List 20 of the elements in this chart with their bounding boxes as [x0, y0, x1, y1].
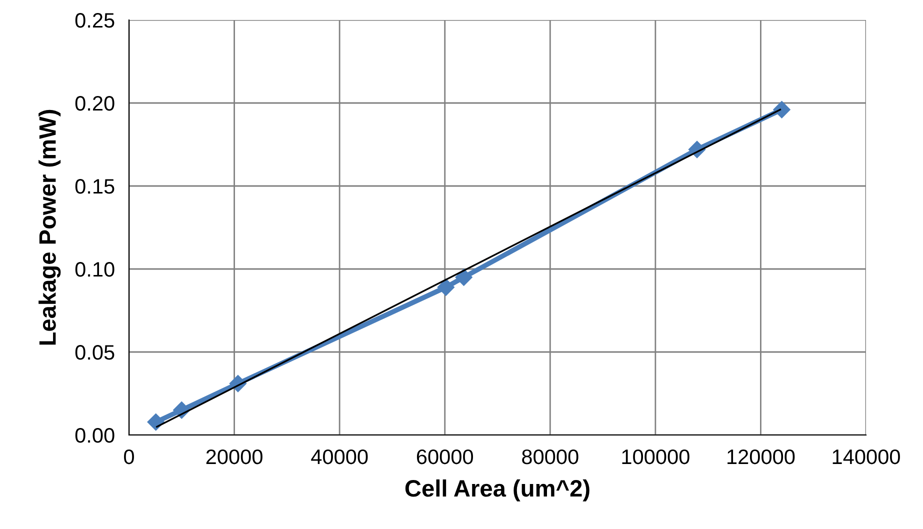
x-tick-label: 80000	[522, 449, 578, 464]
point	[773, 101, 790, 118]
x-tick-label: 60000	[416, 449, 474, 464]
x-tick-label: 0	[124, 449, 134, 464]
x-tick-label: 120000	[728, 449, 795, 464]
y-axis-title: Leakage Power (mW)	[38, 110, 61, 345]
point	[147, 414, 164, 431]
point	[437, 278, 454, 296]
y-tick-label: 0.15	[75, 179, 114, 194]
y-tick-label: 0.20	[75, 96, 114, 111]
x-tick-label: 140000	[832, 449, 900, 464]
y-tick-label: 0.25	[75, 13, 114, 28]
x-tick-label: 40000	[311, 449, 368, 464]
y-tick-label: 0.05	[75, 345, 114, 360]
y-tick-label: 0.10	[75, 262, 114, 277]
x-axis-title: Cell Area (um^2)	[405, 479, 590, 502]
y-tick-label: 0.00	[75, 428, 114, 443]
x-tick-label: 20000	[206, 449, 262, 464]
x-tick-label: 100000	[622, 449, 690, 464]
point	[455, 268, 472, 286]
